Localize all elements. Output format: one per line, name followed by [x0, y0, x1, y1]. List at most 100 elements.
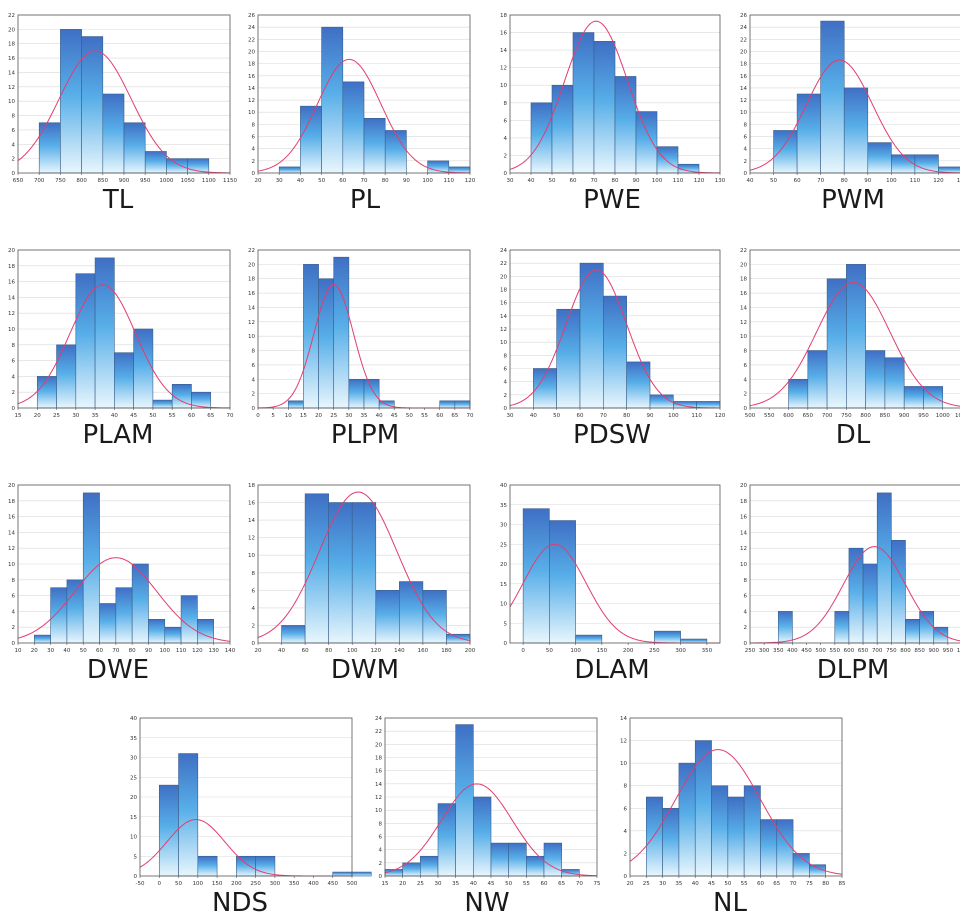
x-tick-label: 500: [815, 648, 826, 654]
x-tick-label: 120: [371, 648, 382, 654]
plot-svg-dwe: 0 2 4 6 8 10 12 14 16 18 20 10 20 30 40 50 60 70 80 90 100 11…: [8, 483, 236, 654]
x-tick-label: 40: [470, 881, 477, 887]
x-tick-label: 20: [34, 413, 41, 419]
y-tick-label: 0: [624, 874, 628, 880]
histogram-bar: [351, 871, 372, 877]
y-tick-label: 12: [620, 739, 627, 745]
x-tick-label: 700: [34, 178, 45, 184]
y-tick-label: 22: [248, 37, 255, 43]
y-tick-label: 26: [248, 13, 255, 19]
x-tick-label: 0: [256, 413, 260, 419]
plot-title-pdsw: PDSW: [573, 420, 651, 450]
histogram-bar: [178, 753, 199, 877]
y-tick-label: 10: [500, 602, 507, 608]
histogram-bar: [556, 308, 581, 409]
y-tick-label: 25: [500, 542, 507, 548]
plot-title-dl: DL: [835, 420, 871, 450]
histogram-bar: [375, 590, 400, 644]
y-tick-label: 25: [130, 775, 137, 781]
histogram-bar: [891, 154, 916, 174]
y-tick-label: 2: [252, 159, 256, 165]
x-tick-label: 100: [347, 648, 358, 654]
x-tick-label: 50: [724, 881, 731, 887]
y-tick-label: 20: [500, 562, 507, 568]
histogram-bar: [626, 361, 651, 409]
histogram-dlam: 0 5 10 15 20 25 30 35 40 0 50 100 150 200 250 300 350: [500, 483, 721, 654]
y-tick-label: 8: [12, 114, 16, 120]
histogram-nw: 0 2 4 6 8 10 12 14 16 18 20 22 24 15 20 25 30 35 40 45 50 55 6…: [375, 716, 601, 887]
y-tick-label: 26: [740, 13, 747, 19]
y-tick-label: 10: [740, 110, 747, 116]
plot-svg-dlpm: 0 2 4 6 8 10 12 14 16 18 20 250 300 350 400 450 500 550 60…: [740, 483, 960, 654]
x-tick-label: 300: [759, 648, 770, 654]
histogram-bar: [133, 328, 154, 409]
x-tick-label: 200: [465, 648, 476, 654]
x-tick-label: 50: [553, 413, 560, 419]
y-tick-label: 8: [744, 122, 748, 128]
x-tick-label: 50: [505, 881, 512, 887]
x-tick-label: 140: [225, 648, 236, 654]
y-tick-label: 30: [130, 756, 137, 762]
histogram-bar: [114, 352, 134, 409]
histogram-nl: 0 2 4 6 8 10 12 14 20 25 30 35 40 45 50 55 60 65 70 75 80 85: [620, 716, 846, 887]
x-tick-label: 10: [285, 413, 292, 419]
histogram-bar: [796, 93, 821, 174]
y-tick-label: 8: [12, 343, 16, 349]
plot-title-tl: TL: [102, 185, 134, 215]
histogram-bar: [891, 539, 906, 644]
x-tick-label: 250: [649, 648, 660, 654]
y-tick-label: 22: [248, 248, 255, 254]
y-tick-label: 16: [740, 515, 747, 521]
y-tick-label: 16: [740, 291, 747, 297]
y-tick-label: 16: [248, 291, 255, 297]
x-tick-label: 850: [914, 648, 925, 654]
histogram-bar: [66, 579, 84, 644]
x-tick-label: 600: [844, 648, 855, 654]
x-tick-label: 180: [441, 648, 452, 654]
y-tick-label: 6: [252, 588, 256, 594]
y-tick-label: 10: [375, 808, 382, 814]
histogram-bar: [363, 378, 380, 409]
x-tick-label: 40: [111, 413, 118, 419]
y-tick-label: 12: [8, 85, 15, 91]
x-tick-label: 40: [63, 648, 70, 654]
x-tick-label: 30: [345, 413, 352, 419]
x-tick-label: 350: [702, 648, 713, 654]
histogram-bar: [197, 855, 218, 877]
x-tick-label: 100: [570, 648, 581, 654]
y-tick-label: 6: [744, 594, 748, 600]
y-tick-label: 6: [744, 363, 748, 369]
histogram-bar: [905, 619, 920, 644]
x-tick-label: 1000: [159, 178, 173, 184]
plot-svg-dl: 0 2 4 6 8 10 12 14 16 18 20 22 500 550 600 650 700 750 800…: [740, 248, 960, 419]
y-tick-label: 20: [8, 483, 15, 489]
y-tick-label: 8: [744, 349, 748, 355]
y-tick-label: 12: [740, 546, 747, 552]
y-tick-label: 16: [8, 56, 15, 62]
x-tick-label: 400: [787, 648, 798, 654]
y-tick-label: 10: [8, 562, 15, 568]
x-tick-label: 35: [452, 881, 459, 887]
y-tick-label: 8: [252, 122, 256, 128]
y-tick-label: 10: [740, 334, 747, 340]
y-tick-label: 18: [740, 277, 747, 283]
x-tick-label: 85: [839, 881, 846, 887]
y-tick-label: 2: [744, 392, 748, 398]
histogram-bar: [884, 357, 905, 409]
y-tick-label: 2: [504, 153, 508, 159]
y-tick-label: 8: [504, 353, 508, 359]
x-tick-label: 70: [591, 178, 598, 184]
histogram-bar: [328, 502, 353, 644]
x-tick-label: 650: [803, 413, 814, 419]
y-tick-label: 4: [252, 606, 256, 612]
x-tick-label: 50: [175, 881, 182, 887]
y-tick-label: 2: [12, 157, 16, 163]
y-tick-label: 2: [379, 861, 383, 867]
x-tick-label: 30: [276, 178, 283, 184]
histogram-pdsw: 0 2 4 6 8 10 12 14 16 18 20 22 24 30 40 50 60 70 80 90 100 11…: [500, 248, 726, 419]
y-tick-label: 5: [134, 854, 138, 860]
y-tick-label: 2: [252, 392, 256, 398]
y-tick-label: 18: [8, 42, 15, 48]
y-tick-label: 14: [8, 295, 15, 301]
